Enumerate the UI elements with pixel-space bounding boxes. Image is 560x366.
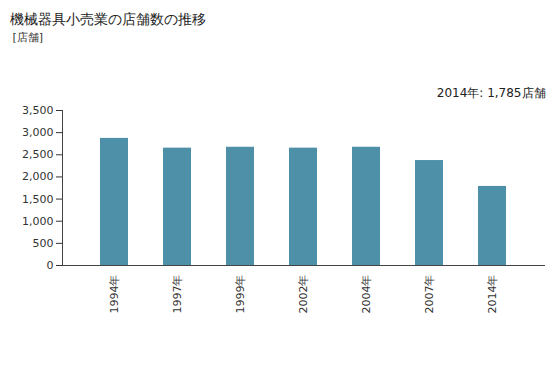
svg-text:1,000: 1,000	[22, 215, 54, 228]
html-text:機械器具小売業の店舗数の推移: 機械器具小売業の店舗数の推移	[10, 11, 206, 27]
svg-text:0: 0	[47, 259, 54, 272]
svg-text:2,000: 2,000	[22, 170, 54, 183]
svg-text:2007年: 2007年	[423, 275, 436, 314]
svg-text:2002年: 2002年	[297, 275, 310, 314]
svg-text:3,500: 3,500	[22, 104, 54, 117]
svg-text:2014年: 2014年	[486, 275, 499, 314]
svg-text:[店舗]: [店舗]	[13, 31, 44, 44]
svg-text:2,500: 2,500	[22, 148, 54, 161]
svg-text:500: 500	[33, 237, 54, 250]
svg-text:2004年: 2004年	[360, 275, 373, 314]
svg-text:1994年: 1994年	[108, 275, 121, 314]
svg-text:1999年: 1999年	[234, 275, 247, 314]
svg-text:2014年: 1,785店舗: 2014年: 1,785店舗	[437, 86, 546, 100]
svg-text:3,000: 3,000	[22, 126, 54, 139]
svg-text:1,500: 1,500	[22, 193, 54, 206]
svg-text:1997年: 1997年	[171, 275, 184, 314]
